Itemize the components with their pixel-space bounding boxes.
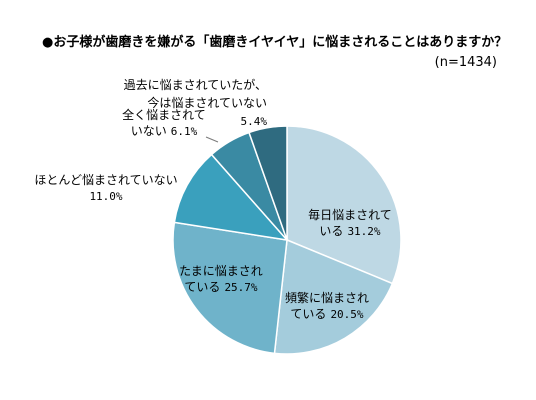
slice-label-line: 全く悩まされて xyxy=(122,107,206,122)
pie-slice-5 xyxy=(248,125,288,241)
slice-value-0: 31.2% xyxy=(347,225,380,238)
pie-slice-3 xyxy=(173,153,289,242)
slice-label-0: 毎日悩まされている 31.2% xyxy=(308,207,392,238)
pie-slice-1 xyxy=(273,238,394,355)
slice-labels: 毎日悩まされている 31.2%頻繁に悩まされている 20.5%たまに悩まされている 2… xyxy=(34,77,391,321)
slice-label-line: ている xyxy=(290,307,326,321)
slice-label-line: いる xyxy=(319,224,343,238)
slice-value-2: 25.7% xyxy=(224,281,257,294)
slice-label-2: たまに悩まされている 25.7% xyxy=(179,264,263,294)
slice-value-3: 11.0% xyxy=(89,190,122,203)
chart-subtitle: (n=1434) xyxy=(435,55,497,70)
pie-slices xyxy=(172,125,402,355)
pie-slice-2 xyxy=(172,221,288,355)
slice-label-line: たまに悩まされ xyxy=(179,264,263,278)
pie-slice-0 xyxy=(286,125,402,285)
leader-lines xyxy=(205,136,219,143)
slice-label-line: 頻繁に悩まされ xyxy=(285,290,369,305)
slice-label-line: ている xyxy=(184,280,220,294)
slice-label-4: 全く悩まされていない 6.1% xyxy=(122,107,206,138)
slice-label-line: ほとんど悩まされていない xyxy=(34,173,177,187)
chart-title: ●お子様が歯磨きを嫌がる「歯磨きイヤイヤ」に悩まされることはありますか？ xyxy=(42,34,507,50)
slice-value-5: 5.4% xyxy=(241,115,268,128)
slice-label-line: 過去に悩まされていたが、 xyxy=(124,77,267,92)
slice-label-1: 頻繁に悩まされている 20.5% xyxy=(285,290,369,321)
slice-label-line: 毎日悩まされて xyxy=(308,207,392,222)
slice-value-4: 6.1% xyxy=(171,125,198,138)
slice-label-5: 過去に悩まされていたが、今は悩まされていない 5.4% xyxy=(124,77,268,128)
slice-label-line: いない xyxy=(131,124,167,138)
slice-label-line: 今は悩まされていない xyxy=(147,95,267,110)
slice-label-3: ほとんど悩まされていない 11.0% xyxy=(34,173,177,203)
leader-line-4 xyxy=(205,136,219,143)
slice-value-1: 20.5% xyxy=(330,308,363,321)
